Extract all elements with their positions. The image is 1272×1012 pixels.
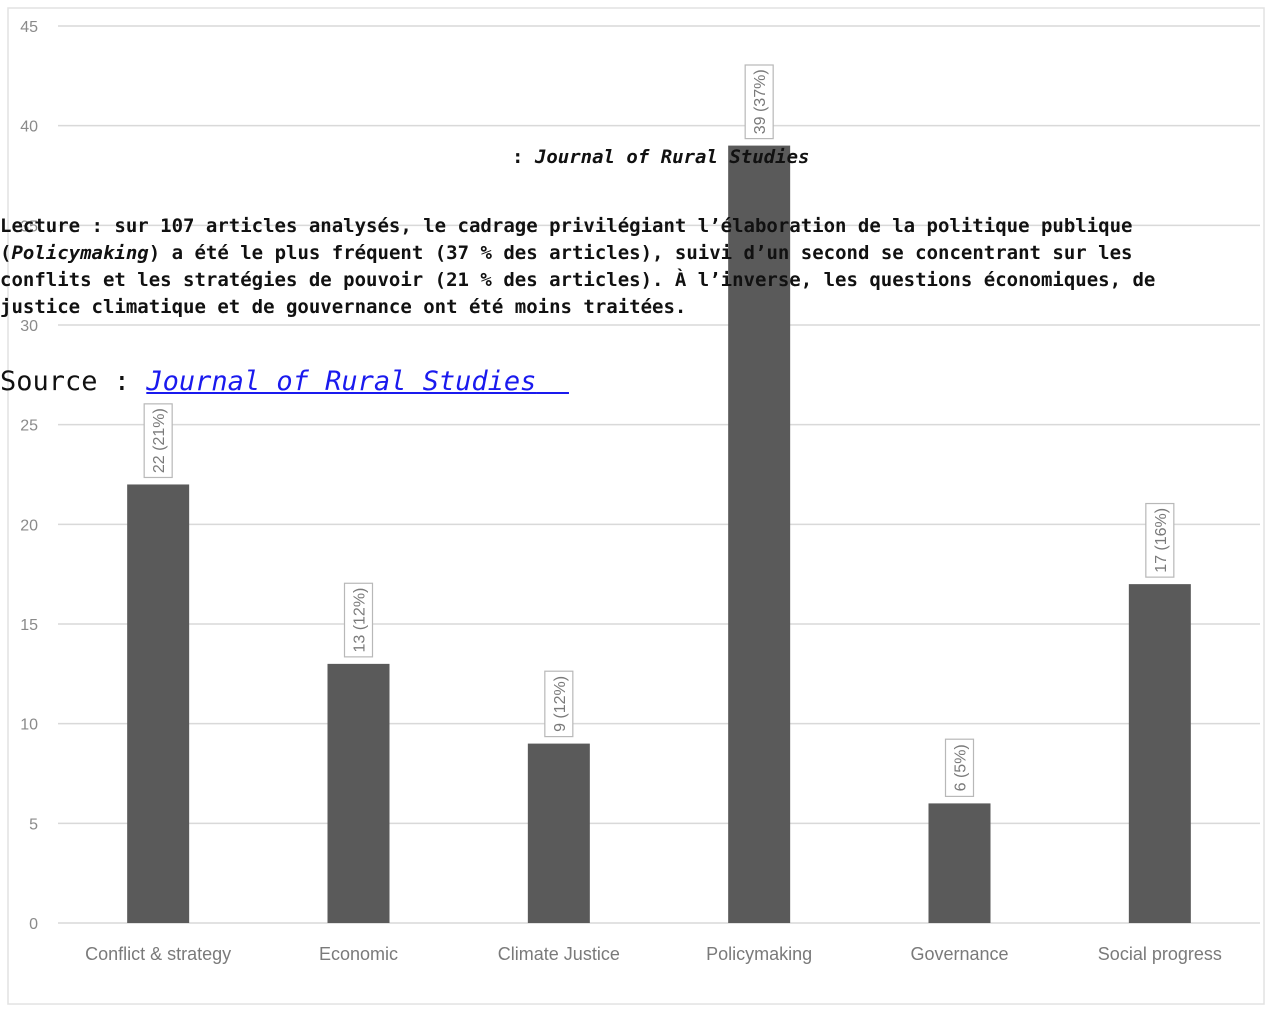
y-axis-ticks: 0 5 10 15 20 25 30 35 40 45 — [20, 19, 38, 933]
bar — [1128, 584, 1191, 923]
data-label: 9 (12%) — [544, 670, 574, 738]
source-line: Source : Journal of Rural Studies — [0, 366, 569, 397]
data-label: 39 (37%) — [744, 64, 774, 140]
data-label-text: 39 (37%) — [752, 69, 769, 134]
data-label-text: 9 (12%) — [552, 676, 569, 732]
data-label: 13 (12%) — [343, 582, 374, 658]
data-label: 22 (21%) — [143, 403, 173, 479]
bar — [327, 663, 390, 923]
y-tick-label: 20 — [20, 517, 38, 534]
bar — [728, 145, 791, 924]
lecture-line-1: Lecture : sur 107 articles analysés, le … — [0, 215, 1133, 237]
y-tick-label: 5 — [29, 816, 38, 833]
data-label-text: 17 (16%) — [1153, 508, 1170, 573]
lecture-line-2: (Policymaking) a été le plus fréquent (3… — [0, 242, 1133, 264]
x-category-label: Policymaking — [706, 944, 812, 964]
caption-source-name: Journal of Rural Studies — [534, 146, 810, 168]
y-tick-label: 30 — [20, 318, 38, 335]
data-label: 6 (5%) — [944, 738, 975, 798]
bar — [127, 484, 190, 923]
figure-caption-title: : Journal of Rural Studies — [512, 146, 809, 168]
lecture-italic-term: Policymaking — [11, 242, 149, 264]
data-label-box — [744, 64, 774, 140]
y-tick-label: 15 — [20, 617, 38, 634]
x-category-label: Governance — [910, 944, 1008, 964]
y-tick-label: 45 — [20, 19, 38, 36]
x-category-label: Economic — [319, 944, 398, 964]
x-category-label: Conflict & strategy — [85, 944, 231, 964]
source-label: Source : — [0, 366, 147, 397]
chart-frame — [7, 7, 1265, 1005]
x-category-label: Climate Justice — [498, 944, 620, 964]
bar — [928, 803, 991, 923]
bar — [527, 743, 590, 923]
x-axis-categories: Conflict & strategy Economic Climate Justi… — [85, 944, 1222, 964]
lecture-line-2-rest: ) a été le plus fréquent (37 % des artic… — [148, 242, 1133, 264]
y-tick-label: 10 — [20, 717, 38, 734]
data-label-box — [944, 738, 975, 798]
data-label-text: 6 (5%) — [953, 744, 970, 791]
source-link[interactable]: Journal of Rural Studies — [146, 366, 537, 397]
caption-prefix: : — [512, 146, 524, 168]
x-category-label: Social progress — [1098, 944, 1222, 964]
data-label-box — [1145, 502, 1175, 578]
data-label-text: 13 (12%) — [352, 588, 369, 653]
lecture-line-4: justice climatique et de gouvernance ont… — [0, 296, 687, 318]
lecture-line-3: conflits et les stratégies de pouvoir (2… — [0, 269, 1156, 291]
y-tick-label: 40 — [20, 119, 38, 136]
gridlines — [58, 25, 1260, 924]
data-label-box — [544, 670, 574, 738]
y-tick-label: 35 — [20, 218, 38, 235]
data-label: 17 (16%) — [1145, 502, 1175, 578]
y-tick-label: 25 — [20, 418, 38, 435]
data-label-text: 22 (21%) — [151, 408, 168, 473]
lecture-paragraph: Lecture : sur 107 articles analysés, le … — [0, 213, 1272, 321]
data-label-box — [143, 403, 173, 479]
bars — [127, 145, 1191, 924]
data-labels: 22 (21%) 13 (12%) 9 (12%) 39 (37%) 6 (5%) 17 … — [143, 64, 1175, 798]
data-label-box — [343, 582, 374, 658]
y-tick-label: 0 — [29, 916, 38, 933]
